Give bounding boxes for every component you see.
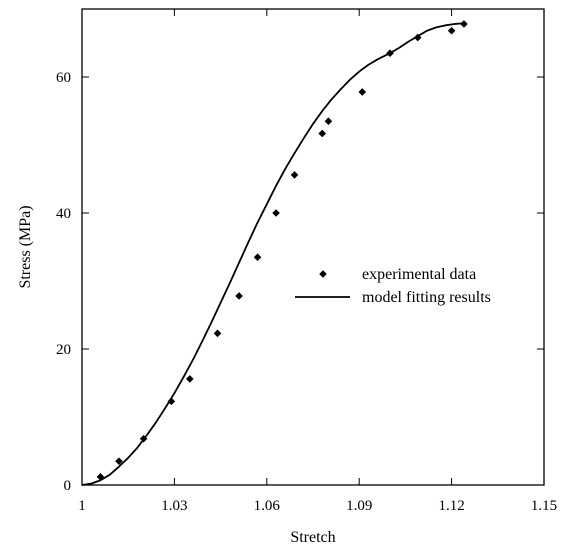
experimental-data-point [186, 375, 194, 383]
experimental-data-point [324, 117, 333, 125]
y-axis-label: Stress (MPa) [17, 205, 34, 288]
experimental-data-point [139, 434, 148, 443]
x-tick-label: 1.09 [346, 498, 372, 514]
experimental-data-point [96, 473, 105, 481]
experimental-data-point [167, 397, 176, 406]
y-tick-label: 0 [64, 478, 72, 494]
legend-label: model fitting results [362, 289, 491, 306]
experimental-data-point [253, 253, 262, 261]
axis-ticks: 1 1.03 1.06 1.09 1.12 1.15 0 20 40 60 [56, 9, 557, 514]
experimental-data-point [213, 329, 222, 338]
experimental-data-point [318, 129, 327, 138]
experimental-data-point [358, 88, 367, 96]
experimental-data-point [386, 49, 394, 57]
y-tick-label: 40 [56, 206, 71, 222]
x-axis-label: Stretch [290, 529, 335, 546]
plot-frame [81, 8, 545, 486]
y-tick-label: 60 [56, 70, 71, 86]
experimental-data-point [115, 457, 123, 465]
plot-area [81, 8, 545, 486]
experimental-data-point [413, 33, 422, 42]
x-tick-label: 1.06 [254, 498, 281, 514]
model-fitting-line [81, 22, 464, 486]
curves [81, 22, 464, 486]
experimental-data-point [290, 171, 299, 179]
experimental-data-point [460, 20, 468, 28]
markers [96, 20, 468, 481]
legend-diamond-swatch [319, 270, 327, 278]
y-tick-label: 20 [56, 342, 71, 358]
legend: experimental data model fitting results [295, 266, 491, 306]
x-tick-label: 1.15 [531, 498, 557, 514]
experimental-data-point [235, 292, 243, 300]
legend-label: experimental data [362, 266, 476, 283]
experimental-data-point [272, 209, 280, 217]
x-tick-label: 1.12 [438, 498, 464, 514]
x-tick-label: 1.03 [161, 498, 187, 514]
experimental-data-point [447, 26, 456, 35]
x-tick-label: 1 [78, 498, 86, 514]
